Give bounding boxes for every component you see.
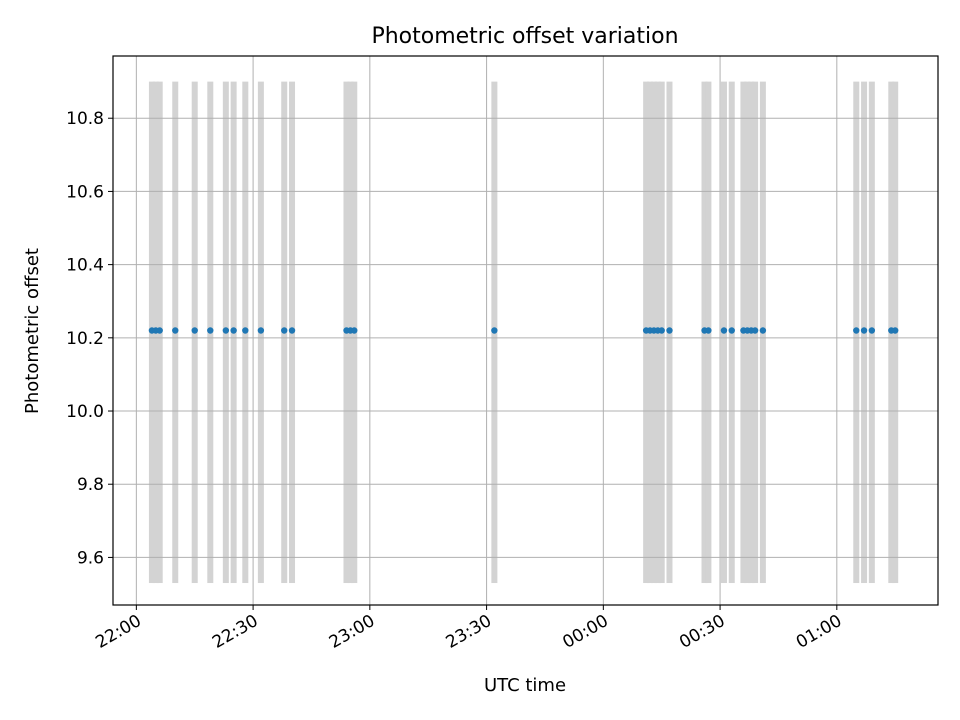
- data-point: [728, 327, 735, 334]
- data-point: [207, 327, 214, 334]
- plot-area-background: [113, 56, 938, 605]
- data-point: [720, 327, 728, 334]
- data-point: [288, 327, 296, 334]
- y-tick-label: 9.8: [77, 475, 104, 495]
- data-point: [759, 327, 767, 334]
- x-axis-label: UTC time: [484, 675, 566, 696]
- y-tick-label: 10.2: [66, 329, 104, 349]
- data-point: [191, 327, 198, 334]
- data-point: [666, 327, 673, 334]
- data-point: [351, 327, 358, 334]
- data-point: [751, 327, 759, 334]
- data-point: [156, 327, 163, 334]
- data-point: [491, 327, 498, 334]
- y-tick-label: 10.4: [66, 256, 104, 276]
- y-axis: 9.6 9.8 10.0 10.2 10.4 10.6 10.8: [66, 109, 113, 568]
- data-point: [281, 327, 288, 334]
- y-axis-label: Photometric offset: [22, 248, 43, 414]
- data-point: [222, 327, 230, 334]
- y-tick-label: 10.0: [66, 402, 104, 422]
- y-tick-label: 9.6: [77, 548, 104, 568]
- data-point: [891, 327, 899, 334]
- y-tick-label: 10.8: [66, 109, 104, 129]
- plot-frame: [112, 55, 939, 606]
- data-point: [860, 327, 868, 334]
- data-point: [230, 327, 237, 334]
- y-tick-label: 10.6: [66, 182, 104, 202]
- data-point: [257, 327, 265, 334]
- data-point: [853, 327, 860, 334]
- data-point: [172, 327, 179, 334]
- gridlines: [113, 56, 938, 605]
- data-point: [705, 327, 712, 334]
- data-point: [868, 327, 876, 334]
- chart-title: Photometric offset variation: [371, 24, 678, 49]
- data-points: [148, 327, 899, 334]
- data-point: [658, 327, 665, 334]
- data-point: [242, 327, 249, 334]
